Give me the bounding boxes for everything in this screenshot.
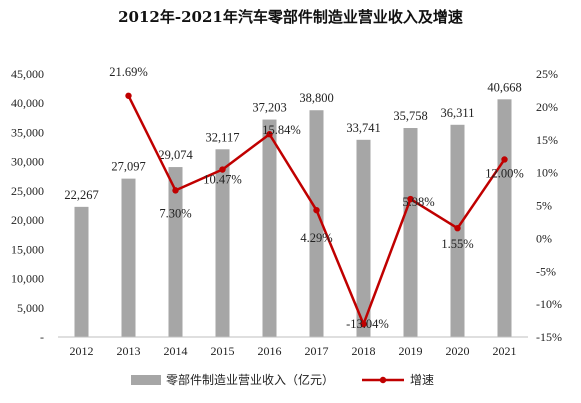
right-axis-tick-label: 15% (536, 133, 558, 147)
growth-value-label: 7.30% (159, 206, 191, 220)
bar-value-label: 36,311 (441, 106, 475, 120)
legend-bar-label: 零部件制造业营业收入（亿元） (166, 372, 334, 387)
left-axis-tick-label: 45,000 (11, 67, 44, 81)
x-axis-tick-label: 2012 (70, 344, 94, 358)
growth-value-label: 12.00% (485, 166, 524, 180)
x-axis-tick-label: 2021 (493, 344, 517, 358)
left-axis-tick-label: 25,000 (11, 184, 44, 198)
growth-value-label: 15.84% (262, 123, 301, 137)
growth-value-label: 1.55% (441, 237, 473, 251)
bar (403, 128, 418, 337)
left-axis-tick-label: 15,000 (11, 242, 44, 256)
growth-point (266, 131, 273, 138)
bar (497, 99, 512, 337)
left-axis-tick-label: 30,000 (11, 155, 44, 169)
growth-value-label: 10.47% (203, 173, 242, 187)
growth-value-label: 5.98% (402, 195, 434, 209)
x-axis-tick-label: 2016 (258, 344, 282, 358)
bar (356, 139, 371, 337)
x-axis-tick-label: 2013 (117, 344, 141, 358)
chart-title: 2012年-2021年汽车零部件制造业营业收入及增速 (118, 8, 463, 26)
bar-value-label: 22,267 (64, 188, 98, 202)
legend-bar-swatch (131, 375, 161, 385)
growth-point (125, 92, 132, 99)
legend-line-label: 增速 (410, 373, 434, 387)
left-axis-tick-label: - (40, 330, 44, 344)
growth-point (407, 195, 414, 203)
right-axis-tick-label: 0% (536, 231, 552, 245)
bar-value-label: 33,741 (346, 121, 380, 135)
right-axis-tick-label: 5% (536, 199, 552, 213)
bar-value-label: 27,097 (111, 160, 145, 174)
legend-line-marker (379, 376, 387, 384)
growth-point (219, 166, 226, 173)
x-axis-tick-label: 2020 (446, 344, 470, 358)
growth-point (454, 224, 461, 232)
right-axis-tick-label: -10% (536, 297, 562, 311)
bar (262, 119, 277, 338)
growth-point (501, 156, 508, 163)
bar (309, 110, 324, 337)
bar-value-label: 29,074 (158, 148, 193, 162)
growth-point (313, 206, 320, 214)
bar-value-label: 32,117 (206, 130, 240, 144)
left-axis-tick-label: 10,000 (11, 272, 44, 286)
bar-value-label: 38,800 (299, 91, 333, 105)
x-axis-tick-label: 2019 (399, 344, 423, 358)
x-axis-tick-label: 2018 (352, 344, 376, 358)
growth-point (360, 320, 367, 328)
left-axis-tick-label: 35,000 (11, 125, 44, 139)
growth-value-label: 21.69% (109, 65, 148, 79)
left-axis-tick-label: 40,000 (11, 96, 44, 110)
bar (74, 206, 89, 337)
right-axis-tick-label: -15% (536, 330, 562, 344)
right-axis-tick-label: -5% (536, 264, 556, 278)
x-axis-tick-label: 2014 (164, 344, 188, 358)
right-axis-tick-label: 10% (536, 166, 558, 180)
bar-value-label: 37,203 (252, 101, 286, 115)
bar (168, 167, 183, 337)
bar (121, 178, 136, 337)
right-axis-tick-label: 20% (536, 100, 558, 114)
x-axis-tick-label: 2015 (211, 344, 235, 358)
left-axis-tick-label: 20,000 (11, 213, 44, 227)
growth-value-label: 4.29% (300, 231, 332, 245)
bar-value-label: 40,668 (487, 80, 521, 94)
growth-point (172, 187, 179, 194)
growth-value-label: -13.04% (346, 317, 389, 331)
bar (215, 149, 230, 337)
left-axis-tick-label: 5,000 (17, 301, 44, 315)
bar-value-label: 35,758 (393, 109, 427, 123)
x-axis-tick-label: 2017 (305, 344, 329, 358)
right-axis-tick-label: 25% (536, 67, 558, 81)
